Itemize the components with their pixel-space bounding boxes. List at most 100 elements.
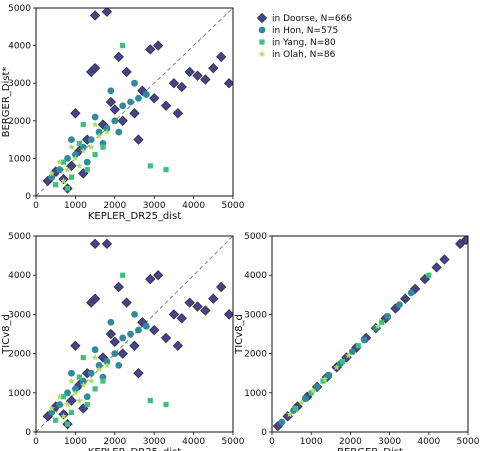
data-point	[76, 374, 82, 380]
data-point	[64, 421, 71, 427]
data-point	[53, 182, 59, 188]
data-point	[223, 78, 233, 89]
data-point	[83, 158, 91, 166]
data-point	[89, 293, 101, 304]
data-point	[292, 405, 299, 412]
data-point	[117, 348, 128, 359]
y-axis-label: TICv8_d	[1, 314, 12, 355]
data-point	[147, 163, 153, 169]
circle-icon	[258, 26, 266, 34]
series-yang	[53, 43, 169, 192]
data-point	[70, 340, 81, 351]
data-point	[89, 10, 101, 21]
y-tick-label: 3000	[8, 79, 31, 89]
data-point	[121, 66, 132, 78]
data-point	[92, 386, 98, 392]
data-points	[42, 238, 233, 430]
data-point	[120, 43, 126, 49]
x-tick-label: 5000	[457, 437, 480, 447]
data-point	[152, 270, 164, 281]
data-point	[431, 262, 442, 273]
data-point	[176, 313, 187, 324]
data-point	[379, 319, 385, 325]
x-tick-label: 3000	[143, 437, 166, 447]
legend: in Doorse, N=666 in Hon, N=575 in Yang, N=…	[256, 12, 352, 60]
x-tick-label: 0	[33, 437, 39, 447]
x-axis-label: BERGER_Dist	[337, 447, 403, 451]
y-tick-label: 5000	[8, 4, 31, 14]
y-tick-label: 0	[25, 192, 31, 202]
data-point	[160, 332, 172, 344]
data-point	[113, 51, 124, 63]
data-point	[107, 318, 115, 326]
data-point	[109, 104, 120, 115]
data-point	[68, 174, 75, 180]
data-point	[339, 358, 346, 365]
axes-frame	[35, 235, 234, 433]
data-point	[95, 128, 103, 136]
data-point	[355, 343, 361, 349]
data-point	[80, 147, 87, 154]
data-point	[137, 317, 148, 328]
data-point	[152, 40, 164, 51]
data-point	[135, 94, 142, 102]
data-point	[66, 160, 77, 172]
series-doorse	[42, 8, 233, 194]
x-tick-label: 1000	[64, 437, 87, 447]
data-point	[56, 166, 64, 174]
data-point	[129, 108, 140, 119]
y-tick-label: 5000	[8, 232, 31, 242]
data-point	[298, 399, 305, 406]
data-point	[360, 336, 368, 344]
data-point	[80, 381, 87, 388]
data-point	[321, 375, 329, 382]
data-point	[142, 322, 150, 330]
data-point	[223, 309, 233, 320]
data-point	[168, 309, 180, 320]
data-point	[163, 167, 169, 173]
data-point	[301, 395, 309, 403]
legend-label: in Yang, N=80	[272, 38, 336, 48]
scatter-panel-3: 0 1000 2000 3000 4000 5000 0 1000 2000 3000 4000 50…	[234, 232, 480, 451]
data-point	[396, 301, 403, 308]
data-point	[105, 96, 117, 108]
data-point	[325, 371, 333, 379]
data-point	[407, 289, 415, 297]
data-point	[48, 409, 56, 416]
data-point	[103, 124, 111, 132]
data-point	[320, 378, 326, 384]
data-point	[91, 121, 99, 128]
data-point	[460, 236, 468, 246]
data-point	[133, 368, 144, 379]
data-point	[208, 293, 219, 304]
data-point	[117, 115, 128, 126]
data-point	[89, 62, 101, 74]
data-point	[172, 340, 184, 351]
data-point	[103, 128, 111, 135]
y-tick-label: 1000	[8, 389, 31, 399]
data-points	[272, 236, 468, 432]
data-point	[95, 365, 103, 373]
data-point	[68, 136, 75, 144]
y-axis-label: BERGER_Dist*	[1, 67, 12, 138]
x-tick-label: 2000	[339, 437, 362, 447]
data-point	[68, 369, 75, 377]
data-point	[97, 352, 109, 363]
data-point	[64, 166, 71, 173]
data-point	[103, 361, 111, 369]
data-point	[53, 417, 59, 423]
y-axis-label: TICv8_d	[234, 314, 245, 355]
data-point	[80, 354, 86, 361]
x-tick-label: 4000	[417, 437, 440, 447]
data-point	[278, 418, 286, 426]
series-olah	[286, 322, 382, 418]
scatter-panel-2: 0 1000 2000 3000 4000 5000 0 1000 2000 3000 4000 50…	[1, 232, 245, 451]
data-point	[115, 361, 123, 369]
data-point	[160, 100, 172, 111]
y-tick-label: 5000	[244, 232, 267, 242]
data-point	[426, 272, 432, 278]
scatter-panel-1: 0 1000 2000 3000 4000 5000 0 1000 2000 3000 4000 50…	[1, 4, 245, 222]
data-point	[92, 152, 98, 158]
data-point	[60, 177, 67, 184]
